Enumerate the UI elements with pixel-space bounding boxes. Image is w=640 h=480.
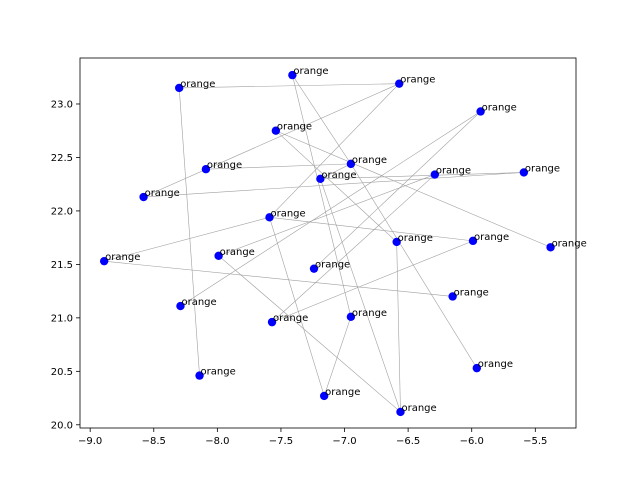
data-point-19 (176, 301, 185, 311)
y-tick-label-1: 20.5 (51, 367, 73, 378)
data-point-10 (139, 192, 148, 202)
y-tick-label-6: 23.0 (51, 99, 73, 110)
data-point-16 (99, 256, 109, 266)
edge-line-0 (292, 75, 352, 317)
point-label-9: orange (321, 170, 356, 181)
y-tick-label-2: 21.0 (51, 313, 73, 324)
edge-line-24 (104, 217, 270, 262)
y-tick-label-4: 22.0 (51, 206, 73, 217)
point-label-5: orange (352, 155, 387, 166)
point-label-17: orange (315, 260, 350, 271)
point-label-6: orange (207, 160, 242, 171)
point-label-7: orange (436, 166, 471, 177)
x-tick-label-1: −8.5 (142, 436, 166, 447)
point-label-8: orange (525, 163, 560, 174)
data-point-5 (346, 159, 356, 169)
edge-line-12 (350, 163, 478, 369)
plot-frame (79, 57, 577, 429)
data-point-1 (395, 79, 404, 88)
edge-line-20 (396, 241, 401, 412)
edge-line-13 (218, 174, 435, 257)
x-tick-label-0: −9.0 (78, 436, 102, 447)
point-label-11: orange (270, 208, 305, 219)
edge-line-15 (143, 172, 524, 198)
data-point-6 (201, 165, 211, 174)
edge-line-19 (269, 217, 325, 397)
x-tick-label-7: −5.5 (523, 436, 547, 447)
data-point-0 (288, 70, 297, 80)
y-axis: 20.0 20.5 21.0 21.5 22.0 22.5 23.0 (51, 99, 80, 431)
y-tick-label-5: 22.5 (51, 153, 73, 164)
point-label-3: orange (482, 102, 517, 113)
y-tick-label-0: 20.0 (51, 420, 73, 431)
data-point-4 (271, 126, 281, 135)
point-label-23: orange (478, 359, 513, 370)
edge-line-18 (269, 217, 474, 242)
point-label-20: orange (352, 308, 387, 319)
point-label-14: orange (552, 238, 587, 249)
edge-line-14 (271, 174, 436, 323)
point-label-24: orange (325, 387, 360, 398)
point-label-0: orange (293, 66, 328, 77)
edge-line-11 (320, 163, 352, 180)
data-point-15 (214, 251, 223, 261)
edge-line-22 (218, 255, 401, 413)
points-layer (99, 70, 555, 417)
data-point-21 (267, 317, 277, 327)
data-point-11 (265, 213, 274, 222)
edge-line-23 (104, 260, 453, 297)
edge-line-6 (313, 111, 481, 269)
edge-line-2 (179, 83, 400, 89)
data-point-3 (476, 107, 485, 116)
point-label-10: orange (145, 188, 180, 199)
x-tick-label-5: −6.5 (396, 436, 420, 447)
x-axis: −9.0 −8.5 −8.0 −7.5 −7.0 −6.5 −6.0 −5.5 (78, 428, 547, 447)
edges-layer (104, 74, 551, 413)
y-tick-label-3: 21.5 (51, 260, 73, 271)
data-point-2 (175, 83, 184, 93)
x-tick-label-4: −7.0 (332, 436, 356, 447)
data-point-17 (309, 264, 319, 273)
edge-line-5 (178, 87, 200, 376)
point-label-21: orange (273, 313, 308, 324)
edge-line-10 (205, 163, 351, 170)
point-label-2: orange (180, 79, 215, 90)
point-label-22: orange (201, 367, 236, 378)
edge-line-21 (271, 240, 474, 323)
point-label-12: orange (398, 233, 433, 244)
data-point-8 (519, 168, 529, 177)
point-label-16: orange (105, 252, 140, 263)
point-label-1: orange (400, 75, 435, 86)
data-point-7 (430, 170, 440, 179)
edge-line-25 (323, 316, 352, 397)
edge-line-1 (292, 74, 352, 165)
data-point-12 (392, 237, 401, 247)
edge-line-8 (275, 130, 551, 248)
data-point-13 (468, 236, 478, 246)
point-labels-layer: orange orange orange orange orange orange oran… (105, 66, 587, 414)
data-point-14 (546, 243, 555, 252)
data-point-24 (319, 391, 329, 401)
data-point-25 (396, 407, 405, 417)
point-label-4: orange (277, 122, 312, 133)
edge-line-16 (320, 172, 524, 180)
data-point-20 (346, 312, 356, 321)
point-label-19: orange (181, 297, 216, 308)
edge-line-3 (269, 83, 400, 218)
data-point-18 (448, 292, 457, 301)
edge-line-17 (320, 178, 401, 413)
edge-line-9 (275, 130, 397, 243)
data-point-22 (195, 371, 204, 380)
point-label-15: orange (220, 247, 255, 258)
x-tick-label-2: −8.0 (205, 436, 229, 447)
x-tick-label-6: −6.0 (460, 436, 484, 447)
edge-line-4 (143, 83, 400, 198)
point-label-18: orange (454, 287, 489, 298)
data-point-9 (316, 174, 325, 184)
point-label-25: orange (401, 403, 436, 414)
point-label-13: orange (474, 232, 509, 243)
x-tick-label-3: −7.5 (269, 436, 293, 447)
data-point-23 (472, 363, 481, 373)
